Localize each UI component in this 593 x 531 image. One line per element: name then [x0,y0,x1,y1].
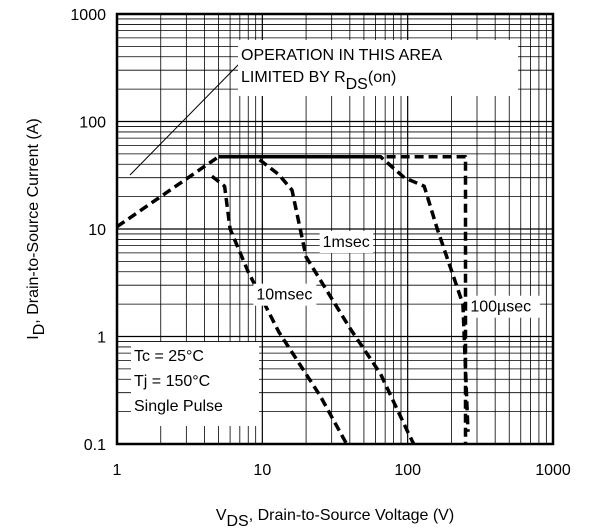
condition-pulse: Single Pulse [134,398,223,415]
rds-annotation-line1: OPERATION IN THIS AREA [241,47,443,64]
series-line [116,154,470,432]
series-line [210,174,349,445]
chart-series: 100µsec 1msec 10msec [116,154,540,445]
rds-pointer-line [129,62,241,176]
x-tick-label: 1 [113,462,122,479]
series-line [218,154,468,444]
plot-frame [115,12,555,446]
tick-labels: 1 10 100 1000 0.1 1 10 100 1000 [70,7,570,479]
y-tick-label: 1 [97,330,106,347]
condition-tj: Tj = 150°C [134,373,210,390]
x-tick-label: 1000 [535,462,571,479]
series-label-bg [467,295,540,318]
y-axis-label: ID, Drain-to-Source Current (A) [25,118,48,339]
series-label: 10msec [256,287,312,304]
series-label: 1msec [323,234,370,251]
rds-annotation-line2: LIMITED BY RDS(on) [241,69,396,93]
conditions-box [131,342,259,426]
x-axis-label: VDS, Drain-to-Source Voltage (V) [216,507,454,530]
y-tick-label: 1000 [70,7,106,24]
series-line [218,154,416,445]
y-tick-label: 100 [79,115,106,132]
x-tick-label: 100 [394,462,421,479]
rds-annotation-bg [238,40,518,96]
series-label-bg [253,283,317,306]
condition-tc: Tc = 25°C [134,348,204,365]
y-tick-label: 0.1 [84,437,106,454]
series-label: 100µsec [470,299,531,316]
series-label-bg [319,231,374,254]
x-tick-label: 10 [253,462,271,479]
y-tick-label: 10 [88,222,106,239]
